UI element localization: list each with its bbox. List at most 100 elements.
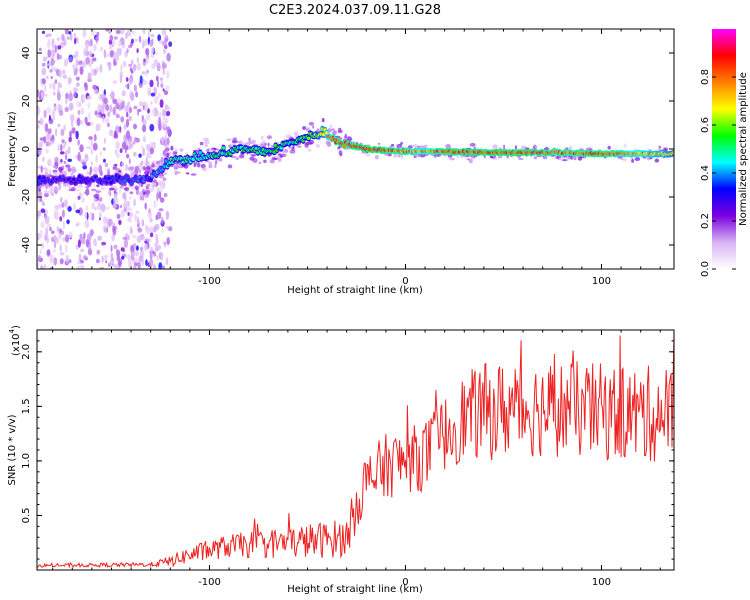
spectrogram-cell <box>68 31 72 35</box>
spectrogram-cell <box>96 31 100 38</box>
spectrogram-cell <box>76 82 80 87</box>
spectrogram-cell <box>79 144 84 153</box>
spectrogram-cell <box>135 245 139 251</box>
spectrogram-cell <box>167 130 171 136</box>
spectrogram-cell <box>86 171 90 175</box>
spectrogram-cell <box>239 154 245 159</box>
spectrogram-cell <box>158 116 162 125</box>
spectrogram-cell <box>43 263 47 269</box>
spectrogram-cell <box>107 262 112 268</box>
spectrogram-cell <box>41 67 47 76</box>
spectrogram-cell <box>165 85 170 92</box>
spectrogram-cell <box>142 118 147 125</box>
snr-ytick-label: 2.0 <box>21 344 32 360</box>
spectrogram-cell <box>133 136 138 143</box>
spectrogram-cell <box>47 49 51 58</box>
spectrogram-cell <box>45 34 49 38</box>
spectrogram-cell <box>75 223 80 227</box>
spectrogram-cell <box>117 258 123 267</box>
spectrogram-cell <box>658 145 661 149</box>
spectrogram-cell <box>250 153 257 157</box>
spectrogram-cell <box>267 135 272 140</box>
spectrogram-cell <box>59 216 63 222</box>
spectrogram-cell <box>153 141 156 150</box>
spectrogram-cell <box>130 251 135 258</box>
spectrogram-cell <box>401 154 403 159</box>
spectrogram-cell <box>142 124 147 133</box>
spectrogram-cell <box>76 38 80 45</box>
spectrogram-cell <box>67 158 72 162</box>
spectrogram-cell <box>149 123 155 132</box>
spectrogram-cell <box>456 154 460 159</box>
spectrogram-cell <box>47 158 52 167</box>
spectrogram-cell <box>108 129 114 136</box>
spectrogram-cell <box>445 144 451 149</box>
snr-multiplier: (x104) <box>8 325 22 356</box>
spectrogram-cell <box>261 140 266 146</box>
spectrogram-cell <box>52 91 56 96</box>
spectrogram-cell <box>39 117 44 126</box>
spectrogram-cell <box>140 144 144 149</box>
spectrogram-cell <box>127 216 132 222</box>
spectrogram-cell <box>65 234 70 243</box>
spectrogram-cell <box>156 211 162 220</box>
spectrogram-cell <box>85 185 90 189</box>
spectrogram-cell <box>123 179 127 184</box>
spectrogram-cell <box>142 78 145 83</box>
spectrogram-cell <box>120 247 125 252</box>
spectrogram-cell <box>79 264 84 269</box>
spectrogram-panel: -100 0 100 -40 -20 0 20 40 Height of straight l… <box>7 28 675 296</box>
spectrogram-cell <box>166 152 170 158</box>
spectrogram-cell <box>96 249 101 255</box>
snr-xlabel: Height of straight line (km) <box>287 584 423 595</box>
spectrogram-cell <box>206 148 210 153</box>
spectrogram-cell <box>129 191 134 195</box>
spectrogram-cell <box>95 241 98 246</box>
spectrogram-cell <box>109 93 114 98</box>
spectrogram-cell <box>198 150 203 155</box>
spectrogram-cell <box>119 126 122 133</box>
spectrogram-cell <box>120 64 123 72</box>
snr-panel: -100 0 100 0.5 1.0 1.5 2.0 Height of straight … <box>7 325 675 595</box>
spectrogram-cell <box>162 177 167 181</box>
spectrogram-cell <box>75 188 80 192</box>
spectrogram-cell <box>49 82 53 90</box>
spectrogram-cell <box>79 66 84 75</box>
spectrogram-cell <box>296 145 302 148</box>
spectrogram-cell <box>634 157 641 161</box>
spectrogram-cell <box>60 159 63 163</box>
spectrogram-cell <box>125 130 131 140</box>
spectrogram-cell <box>105 117 110 124</box>
spectrogram-cell <box>77 109 81 116</box>
spectrogram-cell <box>94 206 97 211</box>
spectrogram-cell <box>654 158 659 163</box>
spectrogram-cell <box>136 235 142 243</box>
spectrogram-cell <box>88 111 91 121</box>
spectrogram-cell <box>142 39 145 49</box>
spectrogram-cell <box>568 146 573 150</box>
spectrogram-cell <box>65 149 68 156</box>
spectrogram-cell <box>126 253 131 260</box>
spectrogram-cell <box>47 142 51 146</box>
spectrogram-cell <box>84 219 90 229</box>
spectrogram-cell <box>141 219 145 227</box>
spectrogram-cell <box>132 171 136 176</box>
spectrogram-cell <box>263 159 267 163</box>
spectrogram-cell <box>144 189 151 195</box>
spectrogram-cell <box>365 153 371 157</box>
spectrogram-cell <box>120 116 125 123</box>
spectrogram-cell <box>149 147 155 155</box>
spectrogram-cell <box>108 39 113 45</box>
spectrogram-cell <box>42 57 47 62</box>
spectrogram-cell <box>91 122 94 126</box>
spectrogram-cell <box>562 159 568 162</box>
spectrogram-cell <box>142 237 147 241</box>
spectrogram-cell <box>128 63 133 67</box>
spectrogram-cell <box>58 109 64 117</box>
spectrogram-cell <box>272 157 279 160</box>
spectrogram-cell <box>116 49 121 57</box>
spectrogram-cell <box>115 102 120 110</box>
spectrogram-cell <box>94 68 97 76</box>
spectrogram-cell <box>145 259 148 266</box>
